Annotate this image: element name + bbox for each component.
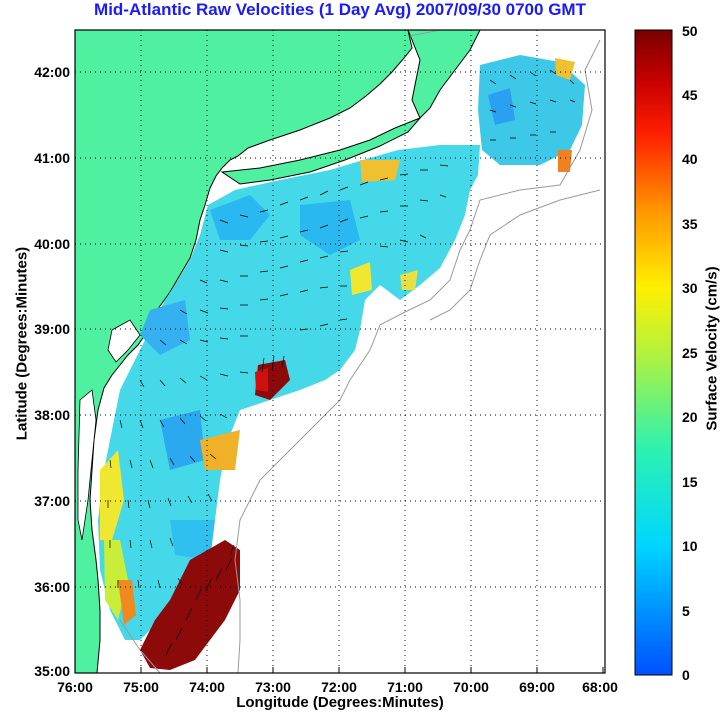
x-tick-labels: 76:00 75:00 74:00 73:00 72:00 71:00 70:0… xyxy=(57,679,618,695)
x-tick-label: 72:00 xyxy=(321,679,357,695)
colorbar xyxy=(634,29,673,676)
x-tick-label: 75:00 xyxy=(123,679,159,695)
y-tick-label: 40:00 xyxy=(34,236,70,252)
colorbar-tick: 40 xyxy=(682,151,698,167)
delaware-bay xyxy=(107,319,141,363)
x-tick-label: 76:00 xyxy=(57,679,93,695)
chesapeake-bay xyxy=(77,389,97,541)
colorbar-tick: 35 xyxy=(682,216,698,232)
plot-frame xyxy=(74,29,606,674)
y-tick-label: 37:00 xyxy=(34,493,70,509)
x-tick-label: 68:00 xyxy=(582,679,618,695)
map-grid xyxy=(75,30,605,673)
colorbar-tick: 25 xyxy=(682,345,698,361)
colorbar-tick: 15 xyxy=(682,474,698,490)
colorbar-tick: 5 xyxy=(682,603,690,619)
colorbar-tick: 10 xyxy=(682,538,698,554)
x-ticks xyxy=(74,667,604,673)
bathymetry-contours xyxy=(119,30,601,673)
mainland-coast xyxy=(75,30,413,673)
colorbar-tick: 30 xyxy=(682,280,698,296)
colorbar-tick: 20 xyxy=(682,409,698,425)
y-tick-labels: 35:00 36:00 37:00 38:00 39:00 40:00 41:0… xyxy=(34,64,70,679)
long-island xyxy=(220,117,421,185)
cape-cod xyxy=(407,30,481,119)
x-tick-label: 70:00 xyxy=(453,679,489,695)
y-tick-label: 38:00 xyxy=(34,407,70,423)
y-tick-label: 42:00 xyxy=(34,64,70,80)
x-tick-label: 74:00 xyxy=(189,679,225,695)
colorbar-tick: 45 xyxy=(682,87,698,103)
y-tick-label: 39:00 xyxy=(34,321,70,337)
velocity-vectors xyxy=(107,69,576,656)
y-tick-label: 35:00 xyxy=(34,663,70,679)
x-tick-label: 73:00 xyxy=(255,679,291,695)
x-tick-label: 69:00 xyxy=(519,679,555,695)
x-axis-label: Longitude (Degrees:Minutes) xyxy=(236,694,444,711)
colorbar-tick: 50 xyxy=(682,23,698,39)
y-tick-label: 36:00 xyxy=(34,579,70,595)
colorbar-tick: 0 xyxy=(682,667,690,683)
velocity-field xyxy=(98,55,585,670)
map-title: Mid-Atlantic Raw Velocities (1 Day Avg) … xyxy=(94,0,586,19)
colorbar-tick-labels: 0 5 10 15 20 25 30 35 40 45 50 xyxy=(682,23,698,683)
x-tick-label: 71:00 xyxy=(387,679,423,695)
y-tick-label: 41:00 xyxy=(34,150,70,166)
